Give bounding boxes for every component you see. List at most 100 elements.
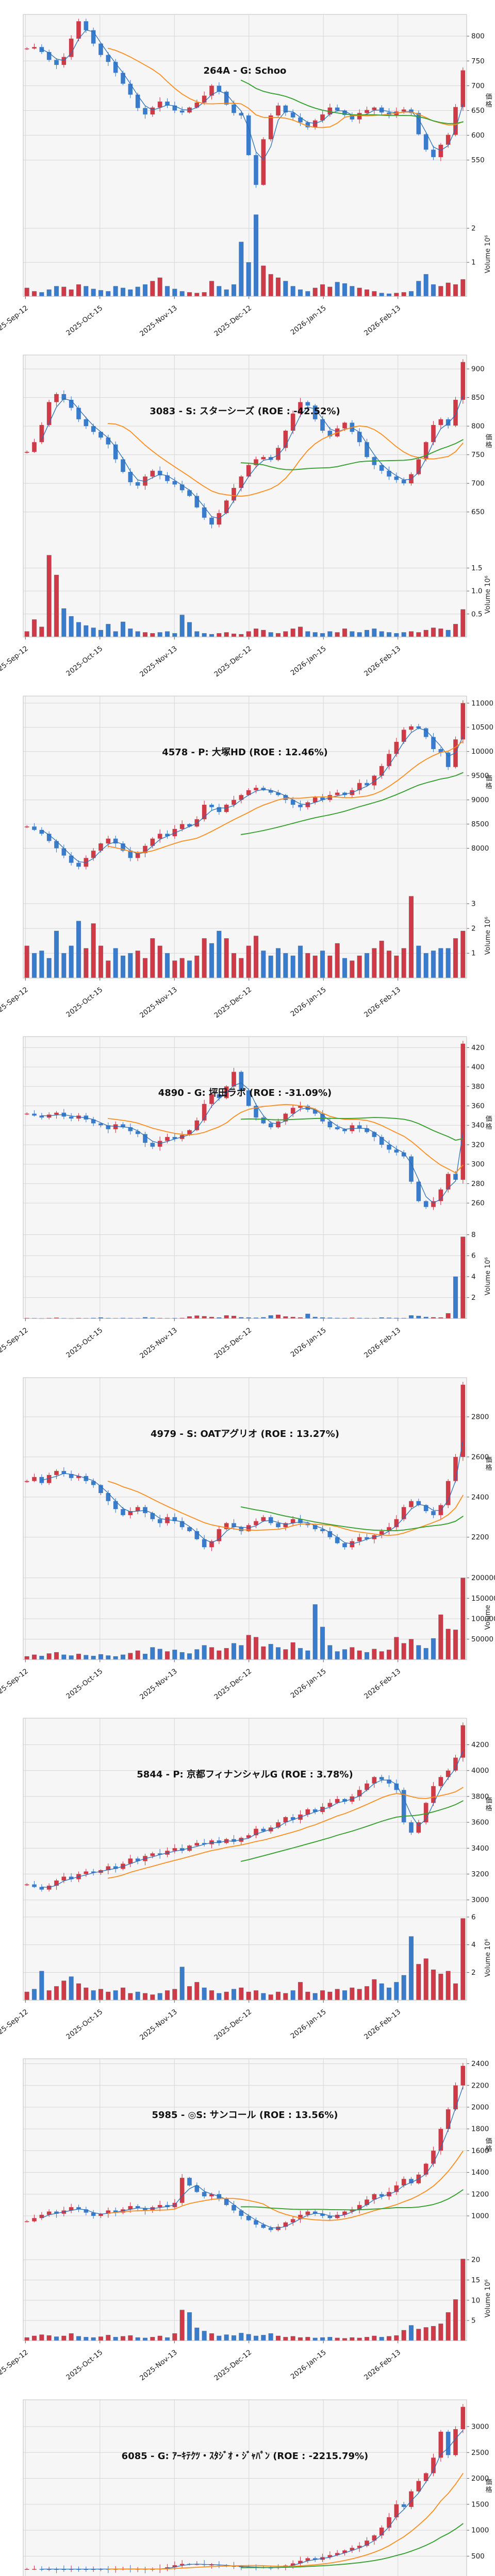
candle-body	[416, 2481, 421, 2492]
volume-bar	[157, 1993, 162, 2001]
candle-body	[298, 2215, 303, 2219]
volume-tick-label: 2	[471, 924, 476, 933]
chart-title: 5985 - ◎S: サンコール (ROE : 13.56%)	[152, 2110, 338, 2121]
volume-bar	[142, 958, 148, 978]
price-tick-label: 1500	[471, 2500, 489, 2509]
price-tick-label: 2400	[471, 2060, 489, 2068]
ma-line-long	[240, 1800, 464, 1862]
stock-chart-figure: 2200 2400 2600 2800 50000 100000 150000 200000 4…	[0, 1363, 495, 1704]
ma-line-long	[240, 439, 464, 471]
volume-bar	[290, 1642, 295, 1660]
date-tick-label: 2025-Sep-12	[0, 2348, 30, 2382]
candle-body	[401, 109, 406, 112]
volume-bar	[305, 2337, 310, 2341]
candle-body	[423, 728, 428, 737]
candle-body	[209, 518, 214, 525]
candle-body	[438, 1777, 443, 1786]
candle-body	[217, 1529, 222, 1541]
plot-border	[23, 696, 467, 978]
volume-bar	[364, 1652, 370, 1660]
price-tick-label: 3400	[471, 1844, 489, 1853]
volume-bar	[76, 1653, 81, 1660]
volume-bar	[423, 1648, 428, 1660]
price-axis-tick-labels: 3000 3200 3400 3600 3800 4000 4200 2 4 6	[467, 1741, 489, 1977]
volume-bar	[231, 2335, 237, 2341]
candle-body	[394, 1519, 399, 1527]
volume-bar	[172, 289, 177, 297]
ma-line-mid	[107, 2472, 464, 2570]
price-tick-label: 2400	[471, 1493, 489, 1501]
candle-body	[194, 1843, 200, 1846]
volume-bar	[187, 1316, 192, 1319]
candle-body	[268, 115, 273, 140]
price-axis-label: 価格	[485, 434, 492, 450]
candle-body	[24, 826, 29, 827]
candle-body	[61, 394, 67, 400]
candle-body	[335, 1799, 340, 1803]
candle-body	[357, 2205, 362, 2210]
date-tick-label: 2026-Jan-15	[289, 2348, 328, 2381]
volume-bar	[113, 286, 118, 297]
volume-bar	[357, 955, 362, 978]
candle-body	[32, 1884, 37, 1887]
volume-bar	[312, 2337, 318, 2341]
price-tick-label: 800	[471, 32, 485, 41]
candle-body	[165, 2567, 170, 2569]
candle-body	[46, 1475, 52, 1483]
candle-body	[276, 448, 280, 461]
candle-body	[357, 113, 362, 120]
volume-tick-label: 1.0	[471, 587, 482, 596]
candle-body	[453, 1456, 458, 1481]
volume-bar	[423, 2327, 428, 2341]
volume-bar	[394, 633, 399, 638]
volume-axis-label: Volume 10⁶	[484, 2279, 492, 2317]
date-tick-label: 2025-Oct-15	[64, 304, 104, 337]
volume-bar	[335, 943, 340, 978]
volume-bar	[106, 1991, 111, 2001]
volume-bar	[84, 2337, 89, 2341]
price-tick-label: 1200	[471, 2191, 489, 2199]
volume-bar	[231, 1316, 237, 1319]
candle-body	[379, 1777, 384, 1780]
candle-body	[290, 1108, 295, 1114]
volume-bar	[357, 1989, 362, 2001]
price-tick-label: 3800	[471, 1792, 489, 1801]
candle-body	[202, 804, 207, 819]
date-tick-label: 2025-Sep-12	[0, 304, 30, 338]
volume-bar	[342, 283, 348, 297]
volume-bar	[135, 2337, 140, 2341]
volume-bar	[460, 279, 466, 297]
volume-bar	[460, 1236, 466, 1319]
volume-bar	[320, 633, 325, 638]
ma-line-long	[240, 1117, 464, 1141]
volume-bar	[357, 1650, 362, 1660]
volume-bar	[194, 1649, 200, 1660]
plot-background	[23, 14, 467, 297]
candle-body	[121, 843, 125, 851]
volume-bar	[150, 1994, 155, 2001]
ma-line-short	[41, 1082, 464, 1204]
candle-body	[335, 107, 340, 111]
ma-line-mid	[107, 2150, 464, 2222]
volume-bar	[408, 1936, 414, 2001]
volume-bar	[350, 2337, 355, 2341]
volume-bar	[453, 1629, 458, 1660]
date-tick-label: 2025-Dec-12	[212, 304, 253, 338]
candle-body	[416, 1501, 421, 1505]
plot-background	[23, 1377, 467, 1659]
candle-body	[61, 1470, 67, 1474]
volume-bar	[142, 2337, 148, 2341]
ma-line-long	[240, 2523, 464, 2568]
candle-body	[320, 797, 325, 800]
volume-bar	[61, 1980, 67, 2001]
volume-bar	[187, 960, 192, 978]
price-tick-label: 3600	[471, 1819, 489, 1827]
candle-body	[69, 2207, 74, 2211]
candle-body	[365, 1537, 369, 1539]
candle-body	[98, 1123, 103, 1126]
volume-bars-group	[24, 555, 466, 638]
candle-body	[254, 155, 258, 185]
volume-bar	[453, 938, 458, 978]
date-tick-label: 2026-Feb-13	[362, 645, 402, 678]
